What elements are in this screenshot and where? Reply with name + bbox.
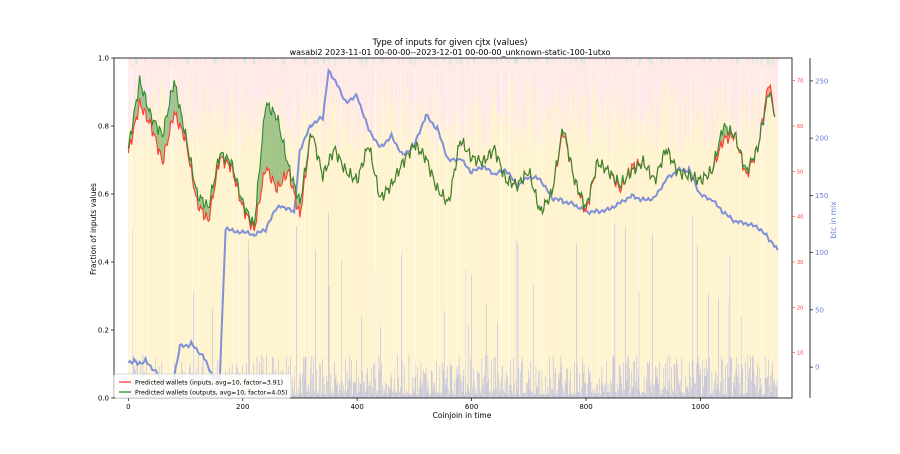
chart-subtitle: wasabi2 2023-11-01 00-00-00--2023-12-01 … [290,48,611,57]
fill-between-segment [280,134,281,186]
y3-tick-label: 50 [815,306,824,314]
fill-between-segment [270,112,271,183]
x-tick-label: 600 [465,403,478,411]
fill-between-segment [166,116,167,145]
fill-between-segment [171,91,172,122]
fill-between-segment [272,107,273,181]
y3-tick-label: 250 [815,77,828,85]
legend-inputs-label: Predicted wallets (inputs, avg=10, facto… [135,380,283,387]
y2-tick-label: 50 [797,169,803,175]
y2-tick-label: 20 [797,305,803,311]
fill-between-segment [266,103,267,172]
fill-between-segment [276,120,277,193]
y-axis-label: Fraction of inputs values [89,183,98,275]
fill-between-segment [279,127,280,186]
y-tick-label: 0.6 [98,191,110,199]
fill-between-segment [275,113,276,191]
y3-tick-label: 200 [815,135,828,143]
x-tick-label: 200 [236,403,249,411]
fill-between-segment [267,103,268,170]
fill-between-segment [271,107,272,184]
fill-between-segment [172,91,173,123]
y2-tick-label: 40 [797,215,803,221]
legend: Predicted wallets (inputs, avg=10, facto… [114,374,291,398]
fill-between-segment [269,103,270,179]
y2-tick-label: 60 [797,124,803,130]
y-tick-label: 0.8 [98,123,109,131]
btc-axis-label: btc in mix [829,201,838,239]
x-axis-label: Coinjoin in time [433,411,492,420]
y-tick-label: 1.0 [98,55,109,63]
legend-outputs-label: Predicted wallets (outputs, avg=10, fact… [135,390,288,397]
fill-between-segment [274,111,275,184]
y2-tick-label: 70 [797,79,803,85]
x-tick-label: 800 [579,403,592,411]
fill-between-segment [159,127,160,152]
fill-between-segment [268,103,269,170]
y2-tick-label: 10 [797,351,803,357]
y3-tick-label: 150 [815,192,828,200]
y-tick-label: 0.4 [98,259,110,267]
y3-tick-label: 100 [815,249,828,257]
fill-between-segment [264,109,265,174]
y2-tick-label: 30 [797,260,803,266]
chart-title: Type of inputs for given cjtx (values) [372,38,528,48]
x-tick-label: 1000 [692,403,710,411]
y3-tick-label: 0 [815,364,819,372]
y-tick-label: 0.0 [98,395,109,403]
x-tick-label: 0 [126,403,130,411]
y-tick-label: 0.2 [98,327,109,335]
x-tick-label: 400 [350,403,363,411]
